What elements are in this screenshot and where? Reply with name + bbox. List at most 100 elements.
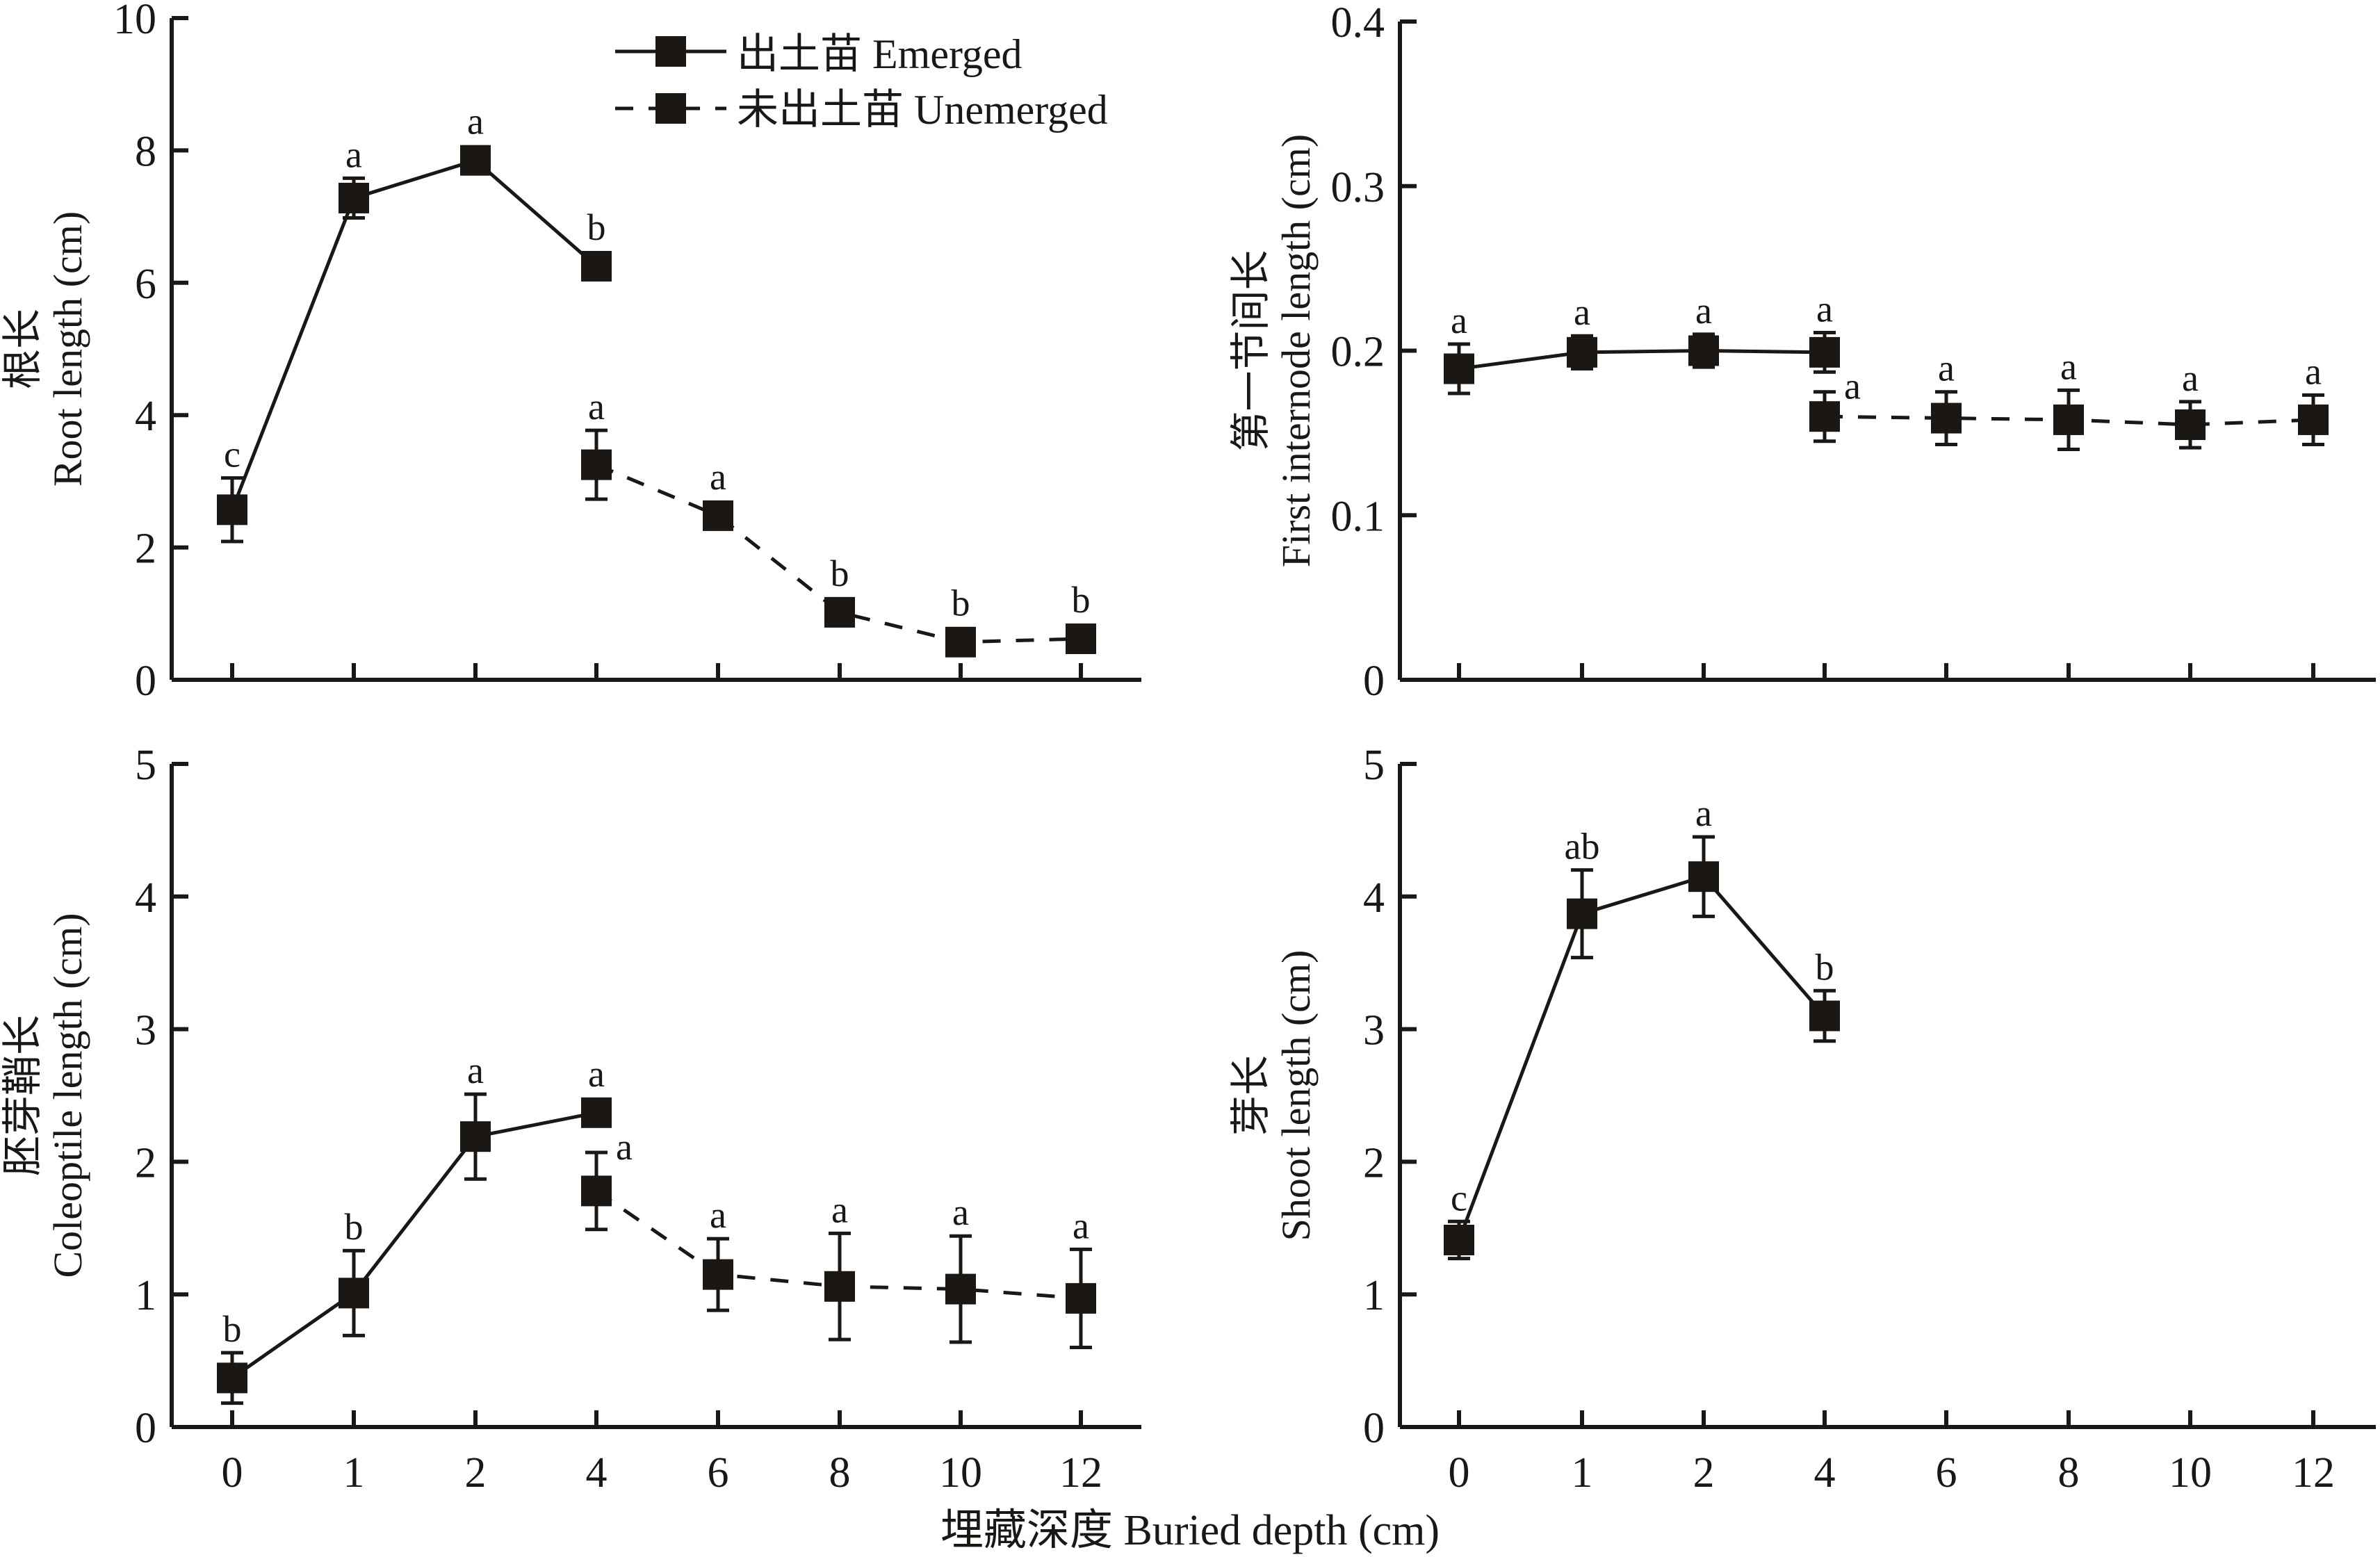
significance-label: b — [952, 582, 970, 624]
x-tick-label: 8 — [2058, 1449, 2080, 1497]
significance-label: a — [616, 1126, 633, 1168]
y-tick-label: 8 — [135, 128, 156, 175]
y-tick-label: 3 — [135, 1007, 156, 1054]
series-line-emerged — [230, 158, 598, 511]
legend-label-unemerged: 未出土苗 Unemerged — [737, 87, 1108, 133]
x-tick-label: 0 — [1449, 1449, 1470, 1497]
significance-label: a — [1816, 288, 1833, 329]
x-tick-label: 1 — [1572, 1449, 1593, 1497]
significance-label: c — [1451, 1177, 1467, 1218]
data-point-emerged — [1444, 353, 1474, 384]
x-tick-label: 2 — [465, 1449, 487, 1497]
data-point-unemerged — [581, 1175, 612, 1207]
data-point-emerged — [217, 1362, 247, 1394]
y-tick-label: 3 — [1363, 1007, 1385, 1054]
data-point-unemerged — [945, 1273, 976, 1305]
y-tick-label: 0.1 — [1331, 493, 1385, 540]
shared-x-axis-title: 埋藏深度 Buried depth (cm) — [940, 1507, 1440, 1554]
significance-label: a — [952, 1191, 969, 1233]
y-tick-label: 0.3 — [1331, 164, 1385, 211]
y-tick-label: 2 — [1363, 1139, 1385, 1187]
x-tick-label: 0 — [222, 1449, 243, 1497]
y-tick-label: 5 — [1363, 742, 1385, 789]
data-point-emerged — [460, 145, 491, 176]
data-point-unemerged — [824, 1271, 855, 1302]
data-point-unemerged — [2298, 404, 2329, 435]
legend-marker-emerged — [655, 36, 686, 67]
data-point-unemerged — [1066, 1282, 1096, 1314]
significance-label: a — [2305, 350, 2322, 392]
data-point-emerged — [581, 251, 612, 282]
y-tick-label: 2 — [135, 1139, 156, 1187]
significance-label: a — [1451, 300, 1467, 341]
x-tick-label: 6 — [708, 1449, 729, 1497]
significance-label: a — [1695, 792, 1712, 834]
significance-label: a — [1695, 290, 1712, 332]
data-point-unemerged — [945, 626, 976, 658]
significance-label: a — [588, 386, 605, 427]
data-point-emerged — [1688, 861, 1719, 892]
y-tick-label: 1 — [135, 1272, 156, 1319]
y-tick-label: 0.2 — [1331, 329, 1385, 376]
y-axis-title-en: First internode length (cm) — [1273, 134, 1319, 567]
significance-label: a — [710, 456, 726, 498]
data-point-unemerged — [1931, 402, 1962, 434]
data-point-unemerged — [581, 449, 612, 480]
data-point-unemerged — [1066, 623, 1096, 654]
panel-top-left: 0 2 4 6 8 10 根长 Root length (cm) c a a b a a b b b — [0, 0, 1141, 705]
y-tick-label: 4 — [135, 874, 156, 922]
y-tick-label: 6 — [135, 261, 156, 308]
significance-label: a — [588, 1053, 605, 1095]
significance-label: a — [345, 133, 362, 175]
y-tick-label: 4 — [135, 393, 156, 440]
y-axis-title-en: Coleoptile length (cm) — [45, 913, 90, 1278]
x-tick-label: 4 — [1814, 1449, 1836, 1497]
x-tick-label: 10 — [2169, 1449, 2212, 1497]
significance-label: a — [710, 1194, 726, 1236]
legend-label-emerged: 出土苗 Emerged — [737, 31, 1022, 77]
data-point-emerged — [217, 494, 247, 525]
significance-label: b — [223, 1308, 242, 1350]
x-tick-label: 10 — [939, 1449, 982, 1497]
significance-label: a — [1844, 366, 1861, 407]
data-point-emerged — [1809, 1000, 1840, 1032]
legend-marker-unemerged — [655, 93, 686, 124]
legend: 出土苗 Emerged 未出土苗 Unemerged — [615, 31, 1108, 133]
significance-label: a — [1574, 291, 1590, 333]
series-line-emerged — [1458, 348, 1825, 371]
significance-label: a — [1073, 1205, 1089, 1246]
significance-label: ab — [1565, 826, 1600, 867]
significance-label: a — [2182, 357, 2199, 399]
significance-label: a — [467, 101, 484, 142]
x-tick-label: 6 — [1936, 1449, 1957, 1497]
significance-label: c — [224, 434, 241, 475]
significance-label: b — [1072, 579, 1091, 621]
x-tick-label: 4 — [586, 1449, 608, 1497]
significance-label: b — [345, 1206, 364, 1248]
x-tick-label: 12 — [1059, 1449, 1102, 1497]
data-point-emerged — [1567, 898, 1597, 929]
data-point-emerged — [1567, 336, 1597, 368]
x-tick-label: 1 — [343, 1449, 365, 1497]
series-line-emerged — [231, 1111, 597, 1380]
y-axis-title-en: Shoot length (cm) — [1273, 950, 1319, 1241]
y-tick-label: 2 — [135, 525, 156, 573]
data-point-unemerged — [703, 1259, 733, 1290]
y-tick-label: 1 — [1363, 1272, 1385, 1319]
data-point-emerged — [1688, 335, 1719, 366]
significance-label: a — [831, 1189, 848, 1230]
data-point-emerged — [1809, 336, 1840, 368]
data-point-emerged — [581, 1097, 612, 1128]
data-point-emerged — [339, 182, 369, 213]
data-point-unemerged — [824, 596, 855, 628]
y-tick-label: 0 — [1363, 1405, 1385, 1452]
y-axis-title-cn: 胚芽鞘长 — [0, 1015, 45, 1176]
y-tick-label: 0.4 — [1331, 0, 1385, 47]
data-point-unemerged — [2053, 404, 2084, 435]
y-tick-label: 5 — [135, 742, 156, 789]
x-tick-label: 8 — [829, 1449, 851, 1497]
data-point-emerged — [460, 1121, 491, 1152]
x-tick-label: 12 — [2292, 1449, 2335, 1497]
significance-label: a — [467, 1050, 484, 1091]
